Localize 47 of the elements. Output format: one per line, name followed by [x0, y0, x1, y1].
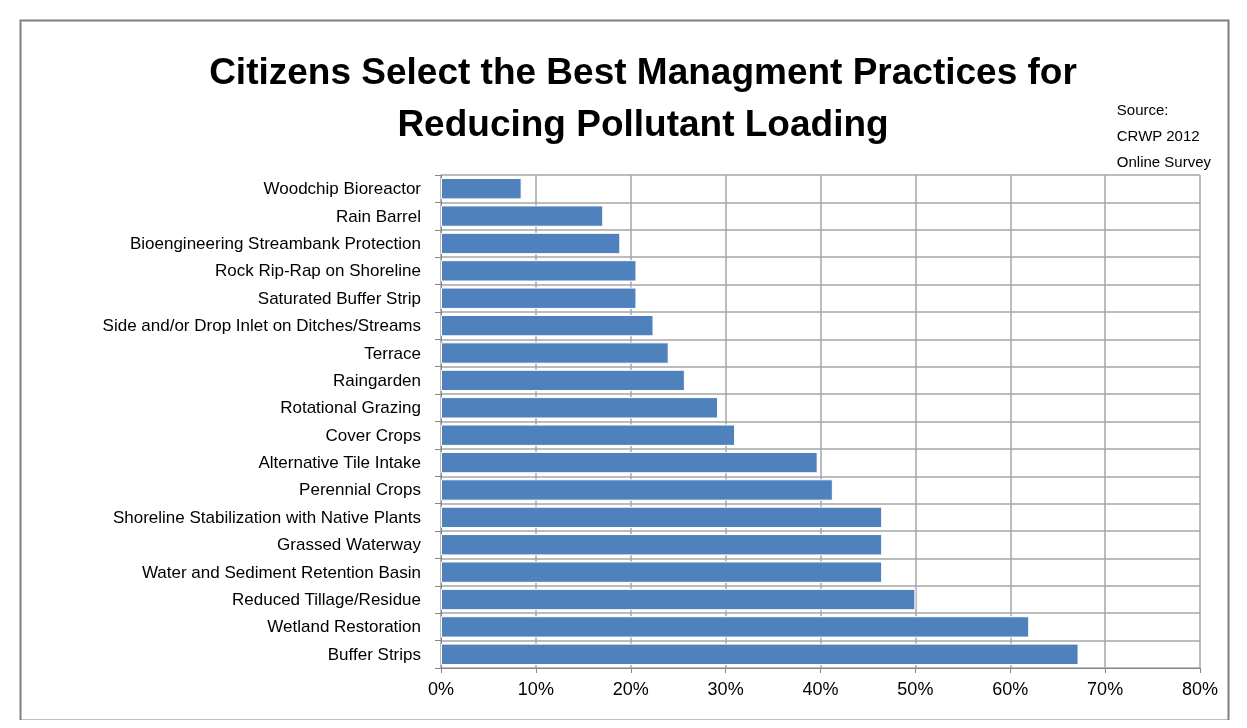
- source-note: Source: CRWP 2012 Online Survey: [1116, 100, 1212, 170]
- x-tick-label: 40%: [802, 679, 839, 699]
- bar: [441, 479, 833, 501]
- y-tick-label: Rotational Grazing: [280, 398, 421, 418]
- y-tick-label: Woodchip Bioreactor: [263, 179, 422, 199]
- chart-title: Citizens Select the Best Managment Practices for Reducing Pollutant Loading: [209, 50, 1077, 144]
- bar: [441, 616, 1030, 638]
- y-tick-label: Reduced Tillage/Residue: [231, 590, 421, 610]
- bar: [441, 561, 883, 583]
- x-tick-label: 30%: [707, 679, 744, 699]
- x-tick-label: 70%: [1087, 679, 1124, 699]
- bar: [441, 643, 1079, 665]
- bar: [441, 260, 637, 282]
- x-tick-label: 20%: [612, 679, 649, 699]
- bar: [441, 205, 604, 227]
- x-tick-label: 80%: [1181, 679, 1219, 699]
- bar: [441, 178, 522, 200]
- x-tick-label: 0%: [427, 679, 455, 699]
- y-tick-label: Buffer Strips: [327, 644, 421, 664]
- bar: [441, 314, 654, 337]
- bar: [441, 534, 883, 556]
- bar: [441, 369, 685, 392]
- x-tick-label: 10%: [517, 679, 554, 699]
- y-tick-label: Cover Crops: [325, 425, 421, 445]
- x-tick-label: 50%: [897, 679, 934, 699]
- bar: [441, 232, 621, 255]
- bar: [441, 451, 818, 474]
- y-tick-label: Perennial Crops: [299, 480, 421, 500]
- y-tick-label: Raingarden: [333, 370, 421, 390]
- bar: [441, 287, 637, 309]
- bar: [441, 424, 736, 446]
- y-tick-label: Water and Sediment Retention Basin: [141, 562, 421, 582]
- y-tick-label: Rock Rip-Rap on Shoreline: [215, 261, 421, 281]
- y-tick-label: Bioengineering Streambank Protection: [129, 233, 421, 253]
- y-tick-label: Terrace: [364, 343, 421, 363]
- bar: [441, 506, 883, 529]
- y-tick-label: Saturated Buffer Strip: [257, 288, 421, 308]
- y-tick-label: Side and/or Drop Inlet on Ditches/Streams: [102, 316, 421, 336]
- bar: [441, 397, 719, 419]
- y-tick-label: Alternative Tile Intake: [258, 453, 421, 473]
- y-tick-label: Wetland Restoration: [267, 617, 421, 637]
- y-tick-label: Rain Barrel: [335, 206, 421, 226]
- y-tick-label: Grassed Waterway: [277, 535, 422, 555]
- y-tick-label: Shoreline Stabilization with Native Plants: [112, 507, 421, 527]
- x-tick-label: 60%: [992, 679, 1029, 699]
- bar: [441, 588, 916, 611]
- bar: [441, 342, 669, 364]
